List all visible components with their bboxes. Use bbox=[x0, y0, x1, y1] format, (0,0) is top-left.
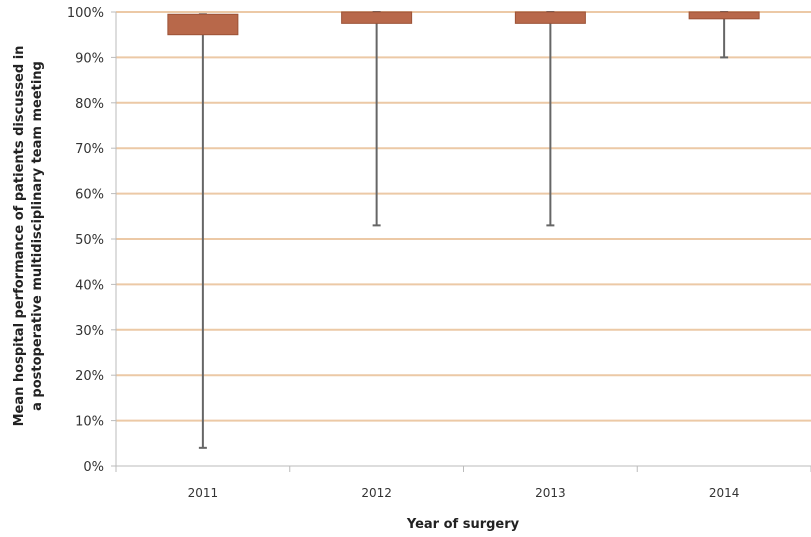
x-axis-title: Year of surgery bbox=[406, 517, 520, 532]
y-tick-label: 70% bbox=[75, 142, 104, 157]
box-2012 bbox=[341, 11, 413, 24]
y-tick-label: 0% bbox=[83, 460, 104, 475]
y-tick-label: 40% bbox=[75, 278, 104, 293]
x-tick-labels: 2011 2012 2013 2014 bbox=[188, 486, 740, 500]
y-axis-title-line-2: a postoperative multidisciplinary team m… bbox=[30, 61, 45, 411]
axes bbox=[111, 11, 811, 472]
y-tick-label: 90% bbox=[75, 51, 104, 66]
y-tick-label: 80% bbox=[75, 97, 104, 112]
y-axis-title: Mean hospital performance of patients di… bbox=[12, 46, 45, 427]
boxes bbox=[167, 11, 760, 449]
x-tick-label-2014: 2014 bbox=[709, 486, 740, 500]
y-tick-label: 20% bbox=[75, 369, 104, 384]
y-tick-label: 50% bbox=[75, 233, 104, 248]
box-2011 bbox=[167, 13, 239, 36]
y-tick-label: 30% bbox=[75, 324, 104, 339]
y-axis-title-line-1: Mean hospital performance of patients di… bbox=[12, 46, 27, 427]
box-2013 bbox=[514, 11, 586, 24]
x-tick-label-2011: 2011 bbox=[188, 486, 219, 500]
box-2014 bbox=[688, 11, 760, 20]
y-tick-label: 100% bbox=[67, 6, 104, 21]
x-tick-label-2013: 2013 bbox=[535, 486, 566, 500]
x-tick-label-2012: 2012 bbox=[361, 486, 392, 500]
y-tick-label: 10% bbox=[75, 415, 104, 430]
gridlines bbox=[116, 11, 811, 422]
y-tick-label: 60% bbox=[75, 188, 104, 203]
y-tick-labels: 0% 10% 20% 30% 40% 50% 60% 70% 80% 90% 100% bbox=[67, 6, 104, 475]
